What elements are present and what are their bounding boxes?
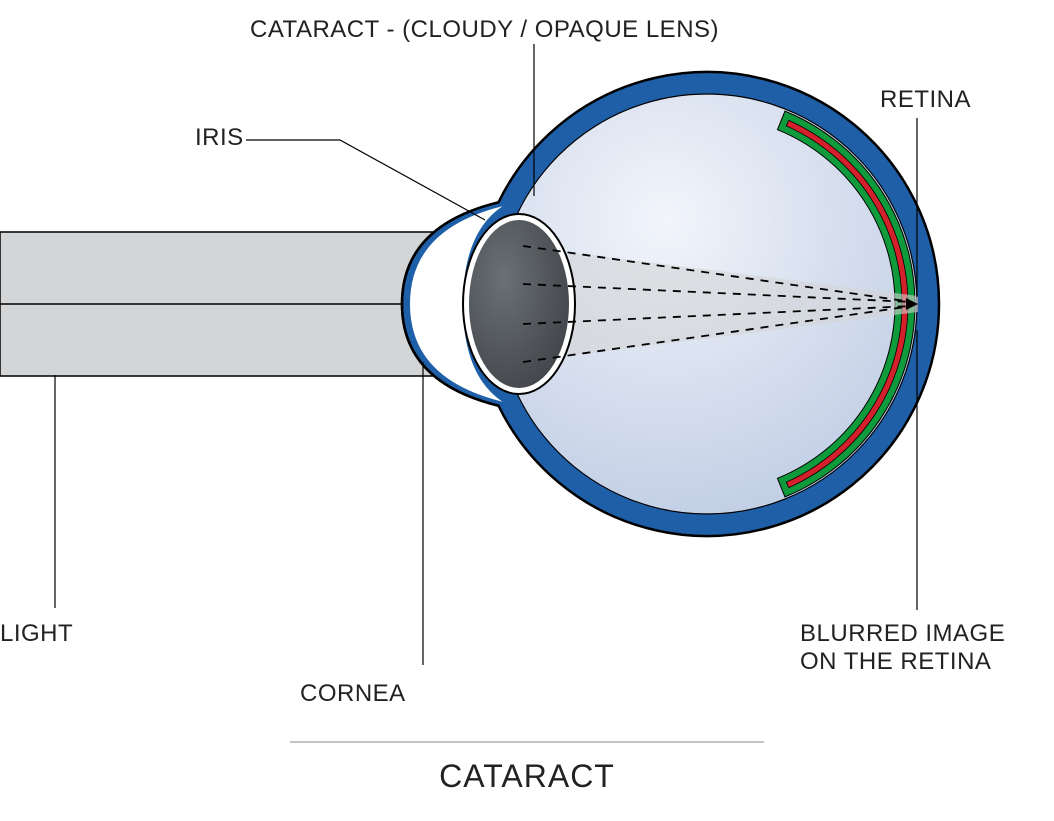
lens-cloudy (469, 220, 569, 388)
label-blurred-line2: ON THE RETINA (800, 648, 1005, 676)
label-blurred-line1: BLURRED IMAGE (800, 620, 1005, 648)
cataract-diagram (0, 0, 1054, 821)
diagram-title: CATARACT (439, 758, 615, 795)
label-iris: IRIS (195, 124, 244, 152)
label-cornea: CORNEA (300, 680, 406, 708)
label-blurred-image: BLURRED IMAGE ON THE RETINA (800, 620, 1005, 676)
label-light: LIGHT (0, 620, 73, 648)
label-cataract-lens: CATARACT - (CLOUDY / OPAQUE LENS) (250, 16, 719, 44)
label-retina: RETINA (880, 86, 971, 114)
